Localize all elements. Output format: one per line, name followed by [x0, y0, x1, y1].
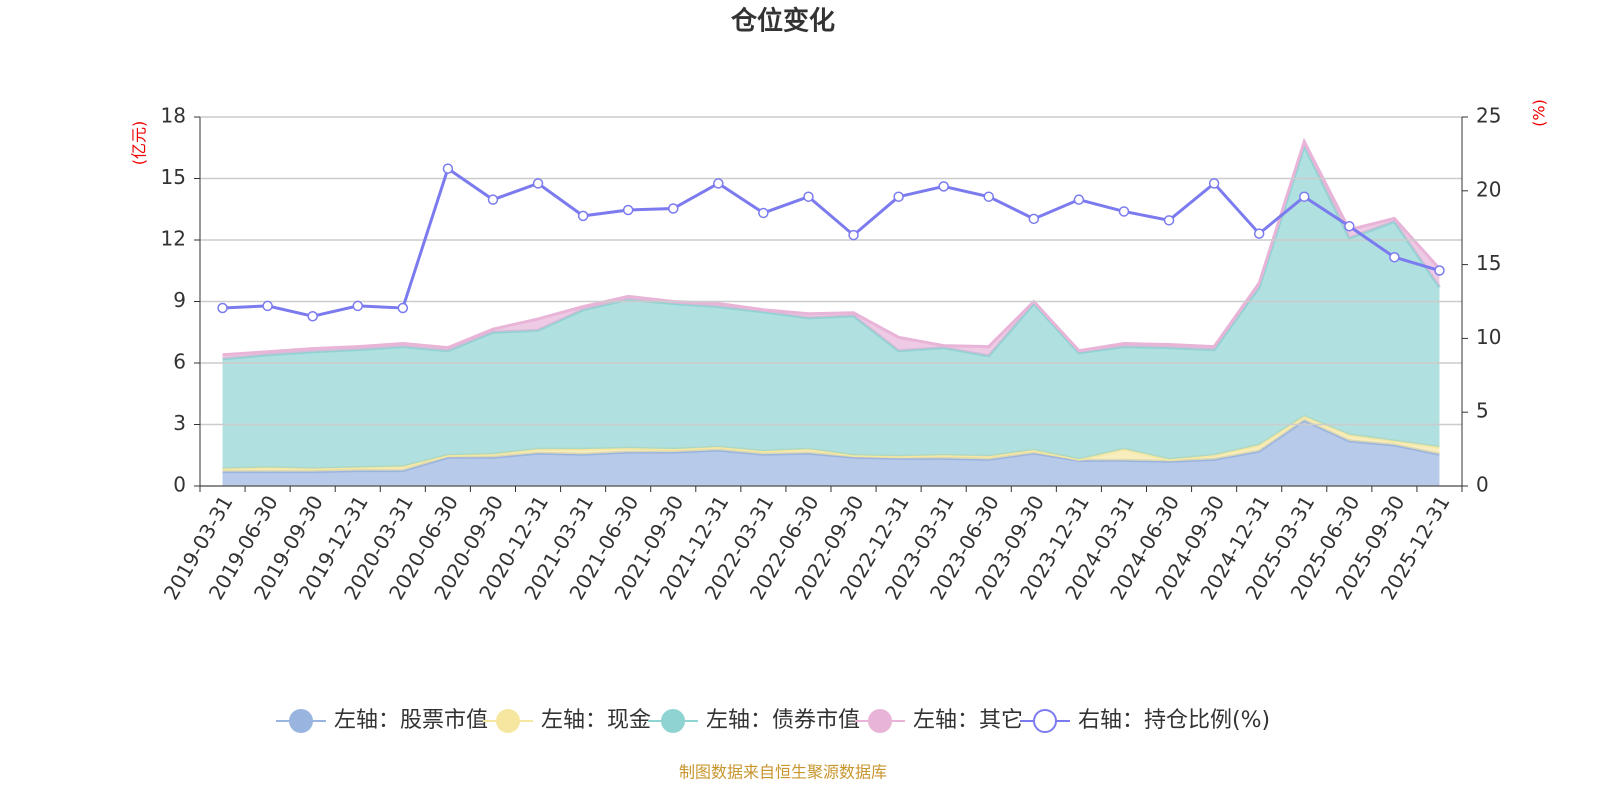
- line-point: [848, 229, 859, 241]
- legend-label: 左轴：股票市值: [334, 708, 488, 733]
- line-point: [1344, 220, 1355, 232]
- legend-icon: [868, 709, 892, 733]
- line-point: [803, 191, 814, 202]
- line-point: [893, 191, 904, 202]
- area: [222, 416, 1440, 472]
- area: [222, 141, 1440, 359]
- line-point: [668, 203, 679, 214]
- line-point: [397, 302, 409, 314]
- area: [222, 420, 1440, 486]
- line-point: [577, 210, 589, 222]
- legend-label: 左轴：债券市值: [706, 708, 860, 733]
- line-point: [1163, 215, 1175, 226]
- y-tick-label: 0: [173, 473, 186, 497]
- line-point: [1389, 251, 1400, 263]
- y2-tick-label: 25: [1476, 104, 1501, 128]
- area-edge: [222, 137, 1441, 357]
- line-point: [487, 194, 499, 205]
- chart-title: 仓位变化: [730, 6, 835, 37]
- line-point: [983, 191, 994, 202]
- line-point: [938, 181, 949, 192]
- y-tick-label: 6: [173, 350, 186, 374]
- line-point: [758, 207, 769, 219]
- line: [222, 166, 1440, 318]
- line-point: [1118, 206, 1130, 217]
- source-note: 制图数据来自恒生聚源数据库: [679, 763, 887, 782]
- line-point: [1434, 265, 1445, 276]
- y2-tick-label: 20: [1476, 177, 1501, 201]
- legend-icon: [1033, 709, 1057, 733]
- y-tick-label: 12: [161, 227, 186, 251]
- line-point: [532, 178, 544, 189]
- line-point: [307, 311, 318, 322]
- y-axis-label: (亿元): [130, 121, 149, 166]
- y2-tick-label: 0: [1476, 473, 1489, 497]
- area: [222, 145, 1440, 469]
- plot-areas: [222, 137, 1441, 486]
- line-point: [1073, 194, 1085, 205]
- y2-tick-label: 5: [1476, 399, 1489, 423]
- y-tick-label: 9: [173, 288, 186, 312]
- y-tick-label: 18: [161, 104, 186, 128]
- legend-icon: [661, 709, 685, 733]
- y-tick-label: 3: [173, 411, 186, 435]
- y-tick-label: 15: [161, 165, 186, 189]
- y2-tick-label: 10: [1476, 325, 1501, 349]
- legend-icon: [496, 709, 520, 733]
- y2-axis-label: (%): [1530, 99, 1549, 127]
- y2-tick-label: 15: [1476, 251, 1501, 275]
- legend-icon: [289, 709, 313, 733]
- line-point: [217, 302, 228, 314]
- line-point: [713, 178, 724, 189]
- line-point: [1028, 213, 1040, 225]
- line-point: [1253, 228, 1265, 239]
- line-point: [262, 300, 273, 312]
- legend-label: 左轴：现金: [541, 708, 651, 733]
- line-point: [442, 163, 454, 174]
- line-point: [352, 300, 363, 312]
- legend-label: 左轴：其它: [913, 708, 1023, 733]
- line-point: [622, 204, 634, 216]
- line-point: [1299, 191, 1310, 202]
- line-point: [1208, 178, 1220, 189]
- legend-label: 右轴：持仓比例(%): [1078, 708, 1270, 733]
